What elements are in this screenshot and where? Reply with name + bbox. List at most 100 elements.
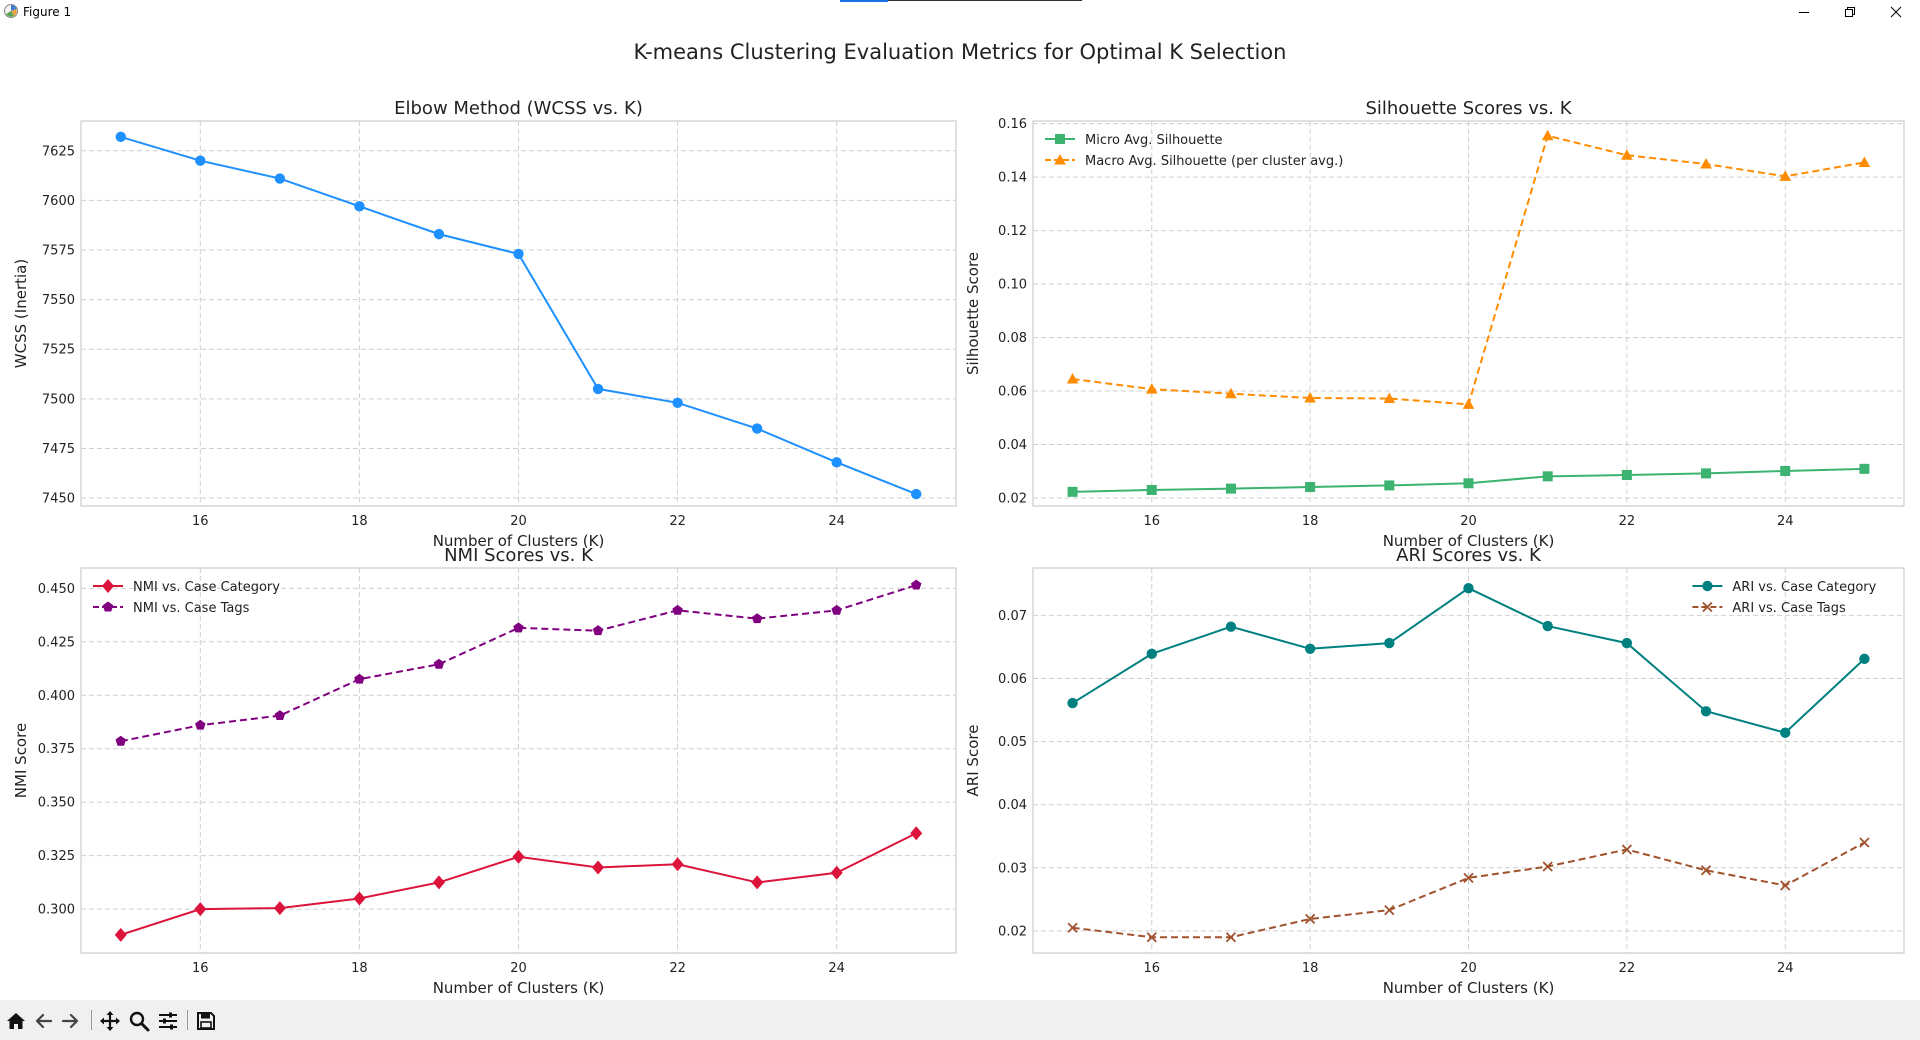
y-tick-label: 0.14 (998, 171, 1027, 186)
series-ari-vs-case-tags (1067, 837, 1870, 943)
y-tick-label: 0.300 (38, 903, 75, 918)
configure-subplots-button[interactable] (156, 1009, 180, 1033)
data-point-ari-vs-case-category (1700, 706, 1712, 717)
y-axis-label: NMI Score (12, 723, 30, 798)
data-point-elbow-method-wcss-vs-k (592, 383, 604, 395)
data-point-legend (1054, 154, 1066, 165)
y-tick-label: 0.08 (998, 331, 1027, 346)
close-button[interactable] (1873, 0, 1919, 24)
x-axis-label: Number of Clusters (K) (433, 532, 605, 550)
figure-canvas: K-means Clustering Evaluation Metrics fo… (0, 24, 1920, 1000)
toolbar-separator (187, 1010, 188, 1030)
y-tick-label: 0.05 (998, 735, 1027, 750)
grid-lines (81, 121, 956, 506)
x-tick-label: 24 (1777, 514, 1794, 529)
y-tick-label: 0.10 (998, 278, 1027, 293)
data-point-legend (1702, 580, 1713, 592)
data-point-nmi-vs-case-tags (672, 604, 683, 615)
data-point-ari-vs-case-tags (1700, 865, 1712, 876)
data-point-macro-avg-silhouette-per-cluster-avg (1066, 373, 1079, 384)
subplot-silhouette-scores-vs-k: 16 18 20 22 24 0.02 0.04 0.06 0.08 0.10 0.12 0.14 0.… (964, 98, 1905, 550)
toolbar-separator (91, 1010, 92, 1030)
data-point-legend (102, 579, 114, 593)
data-point-macro-avg-silhouette-per-cluster-avg (1779, 170, 1792, 181)
data-point-ari-vs-case-tags (1146, 932, 1157, 943)
y-tick-label: 0.12 (998, 224, 1027, 239)
x-tick-label: 22 (1619, 961, 1636, 976)
data-point-nmi-vs-case-category (671, 857, 684, 872)
x-tick-label: 20 (1460, 961, 1477, 976)
data-point-micro-avg-silhouette (1225, 483, 1236, 494)
data-point-ari-vs-case-tags (1384, 904, 1395, 916)
data-point-nmi-vs-case-tags (195, 719, 206, 730)
y-axis-label: WCSS (Inertia) (12, 259, 30, 368)
data-point-ari-vs-case-category (1780, 727, 1791, 738)
data-point-elbow-method-wcss-vs-k (513, 248, 524, 260)
legend-item-ari-vs-case-tags: ARI vs. Case Tags (1692, 601, 1846, 616)
grid-lines (1033, 121, 1904, 506)
axes-frame (1032, 567, 1905, 954)
home-icon (7, 1013, 25, 1029)
save-icon (197, 1012, 215, 1030)
data-point-nmi-vs-case-category (830, 865, 843, 880)
x-tick-label: 16 (1143, 514, 1160, 529)
x-tick-label: 24 (1777, 961, 1794, 976)
x-tick-label: 18 (1302, 514, 1319, 529)
x-tick-label: 24 (828, 961, 845, 976)
back-button[interactable] (32, 1009, 56, 1033)
legend-item-micro-avg-silhouette: Micro Avg. Silhouette (1045, 133, 1223, 148)
data-point-nmi-vs-case-category (751, 875, 764, 890)
forward-button[interactable] (58, 1009, 82, 1033)
series-nmi-vs-case-tags (115, 579, 922, 746)
legend-item-nmi-vs-case-tags: NMI vs. Case Tags (93, 601, 250, 616)
data-point-ari-vs-case-category (1859, 653, 1870, 665)
restore-button[interactable] (1827, 0, 1873, 24)
pan-button[interactable] (98, 1009, 122, 1033)
x-tick-label: 24 (828, 514, 845, 529)
data-point-micro-avg-silhouette (1780, 465, 1791, 476)
legend-item-ari-vs-case-category: ARI vs. Case Category (1692, 580, 1877, 595)
data-point-nmi-vs-case-tags (513, 622, 524, 633)
x-tick-label: 22 (1619, 514, 1636, 529)
data-point-macro-avg-silhouette-per-cluster-avg (1145, 383, 1158, 394)
grid-lines (1033, 568, 1904, 953)
zoom-button[interactable] (127, 1009, 151, 1033)
legend-label: NMI vs. Case Tags (133, 601, 250, 616)
save-button[interactable] (194, 1009, 218, 1033)
data-point-legend (102, 601, 114, 612)
legend-item-nmi-vs-case-category: NMI vs. Case Category (93, 579, 280, 595)
series-macro-avg-silhouette-per-cluster-avg (1066, 129, 1871, 409)
y-tick-label: 0.425 (38, 635, 75, 650)
data-point-macro-avg-silhouette-per-cluster-avg (1225, 387, 1237, 399)
data-point-nmi-vs-case-category (512, 849, 525, 864)
data-point-micro-avg-silhouette (1463, 478, 1474, 489)
series-ari-vs-case-category (1067, 582, 1870, 738)
matplotlib-app-icon (3, 3, 19, 19)
close-icon (1890, 6, 1902, 18)
x-tick-label: 20 (1460, 514, 1477, 529)
legend-item-macro-avg-silhouette-per-cluster-avg: Macro Avg. Silhouette (per cluster avg.) (1045, 154, 1343, 169)
x-tick-label: 20 (510, 514, 527, 529)
data-point-ari-vs-case-tags (1780, 880, 1791, 891)
y-tick-label: 7575 (42, 243, 75, 258)
data-point-nmi-vs-case-tags (911, 579, 922, 590)
data-point-ari-vs-case-tags (1463, 872, 1474, 884)
data-point-ari-vs-case-category (1146, 648, 1157, 660)
window-titlebar: Figure 1 (0, 0, 1920, 24)
back-icon (35, 1013, 53, 1029)
data-point-nmi-vs-case-category (353, 891, 366, 906)
data-point-ari-vs-case-category (1225, 621, 1237, 632)
data-point-micro-avg-silhouette (1305, 482, 1316, 493)
minimize-button[interactable] (1781, 0, 1827, 24)
x-tick-label: 18 (351, 514, 368, 529)
data-point-micro-avg-silhouette (1542, 471, 1553, 482)
data-point-ari-vs-case-tags (1305, 913, 1316, 925)
data-point-elbow-method-wcss-vs-k (672, 397, 683, 409)
data-point-nmi-vs-case-category (432, 875, 445, 890)
y-tick-label: 0.03 (998, 861, 1027, 876)
data-point-micro-avg-silhouette (1701, 468, 1712, 479)
series-line-ari-vs-case-tags (1072, 841, 1865, 939)
data-point-nmi-vs-case-tags (354, 673, 365, 684)
home-button[interactable] (4, 1009, 28, 1033)
x-tick-label: 16 (192, 514, 209, 529)
